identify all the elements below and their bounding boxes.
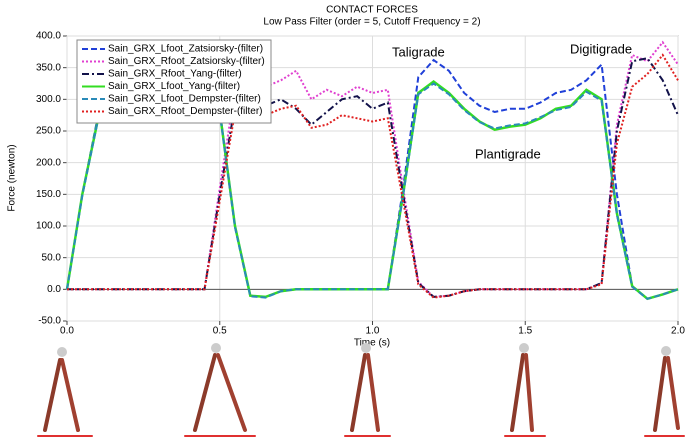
- y-axis-label: Force (newton): [7, 144, 18, 211]
- legend-label: Sain_GRX_Lfoot_Dempster-(filter): [108, 94, 261, 105]
- annotation: Plantigrade: [475, 146, 541, 161]
- y-tick-label: 100.0: [36, 221, 61, 232]
- x-tick-label: 0.0: [60, 326, 74, 337]
- y-tick-label: 250.0: [36, 126, 61, 137]
- x-tick-label: 1.0: [366, 326, 380, 337]
- y-tick-label: 150.0: [36, 189, 61, 200]
- legend-label: Sain_GRX_Lfoot_Zatsiorsky-(filter): [108, 44, 263, 55]
- figure: [184, 343, 256, 437]
- y-tick-label: 200.0: [36, 157, 61, 168]
- figure: [504, 343, 546, 437]
- figure: [37, 347, 93, 437]
- annotation: Digitigrade: [570, 41, 632, 56]
- x-tick-label: 1.5: [518, 326, 532, 337]
- y-tick-label: 50.0: [42, 252, 62, 263]
- legend-label: Sain_GRX_Rfoot_Zatsiorsky-(filter): [108, 56, 265, 67]
- series-line: [67, 53, 679, 299]
- y-tick-label: 0.0: [47, 284, 61, 295]
- x-tick-label: 0.5: [213, 326, 227, 337]
- annotation: Taligrade: [392, 44, 445, 59]
- legend-box: [76, 39, 272, 124]
- y-tick-label: 300.0: [36, 94, 61, 105]
- legend-label: Sain_GRX_Lfoot_Yang-(filter): [108, 81, 240, 92]
- y-tick-label: 350.0: [36, 62, 61, 73]
- x-tick-label: 2.0: [671, 326, 685, 337]
- legend: Sain_GRX_Lfoot_Zatsiorsky-(filter)Sain_G…: [76, 39, 272, 124]
- chart-subtitle: Low Pass Filter (order = 5, Cutoff Frequ…: [263, 17, 480, 28]
- legend-label: Sain_GRX_Rfoot_Dempster-(filter): [108, 106, 263, 117]
- legend-label: Sain_GRX_Rfoot_Yang-(filter): [108, 69, 242, 80]
- figure: [344, 343, 391, 437]
- y-tick-label: 400.0: [36, 31, 61, 42]
- gait-figures: [37, 343, 685, 437]
- figure: [644, 346, 685, 437]
- y-tick-label: -50.0: [38, 316, 61, 327]
- chart-title: CONTACT FORCES: [326, 5, 418, 16]
- x-axis-label: Time (s): [354, 338, 390, 349]
